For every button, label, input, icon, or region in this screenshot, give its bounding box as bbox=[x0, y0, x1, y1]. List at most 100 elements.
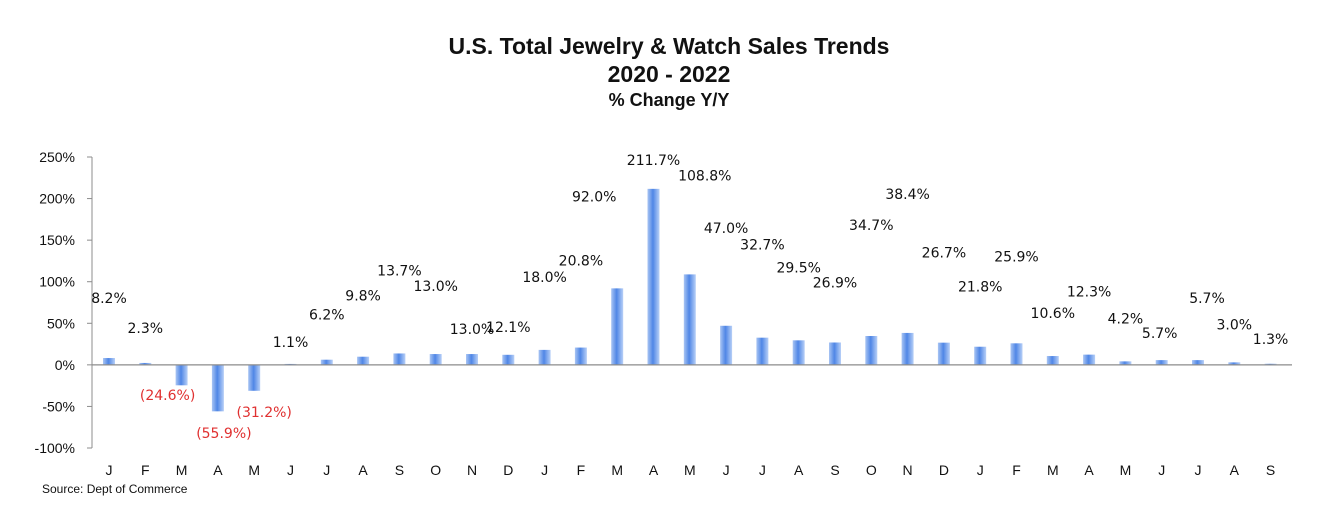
x-tick-label: J bbox=[1158, 462, 1165, 478]
x-tick-label: M bbox=[684, 462, 696, 478]
data-label: 1.1% bbox=[273, 335, 309, 351]
bar bbox=[937, 342, 950, 365]
x-tick-label: D bbox=[503, 462, 513, 478]
x-tick-label: J bbox=[759, 462, 766, 478]
x-tick-label: N bbox=[467, 462, 477, 478]
data-label: 34.7% bbox=[849, 218, 893, 234]
y-tick-label: -100% bbox=[35, 440, 75, 456]
data-label: 13.0% bbox=[450, 322, 494, 338]
x-tick-label: M bbox=[176, 462, 188, 478]
data-label: 5.7% bbox=[1142, 326, 1178, 342]
y-tick-label: 50% bbox=[47, 315, 75, 331]
x-tick-label: J bbox=[541, 462, 548, 478]
x-tick-label: M bbox=[248, 462, 260, 478]
x-tick-label: S bbox=[1266, 462, 1275, 478]
x-tick-label: A bbox=[358, 462, 368, 478]
x-tick-label: F bbox=[577, 462, 586, 478]
data-label: 1.3% bbox=[1253, 332, 1289, 348]
data-label: (55.9%) bbox=[196, 426, 251, 442]
x-tick-label: O bbox=[430, 462, 441, 478]
bar bbox=[211, 364, 224, 412]
data-label: 4.2% bbox=[1108, 311, 1144, 327]
x-tick-label: J bbox=[323, 462, 330, 478]
bar bbox=[1083, 354, 1096, 365]
x-tick-label: J bbox=[723, 462, 730, 478]
y-tick-label: 250% bbox=[39, 149, 75, 165]
data-label: 8.2% bbox=[91, 291, 127, 307]
data-label: 21.8% bbox=[958, 280, 1002, 296]
x-tick-label: J bbox=[106, 462, 113, 478]
bar bbox=[720, 325, 733, 365]
bar bbox=[175, 364, 188, 386]
bar bbox=[1046, 356, 1059, 365]
data-label: 12.3% bbox=[1067, 285, 1111, 301]
data-labels: 8.2%2.3% (24.6%) (55.9%) (31.2%) 1.1%6.2%9.8… bbox=[91, 153, 1288, 442]
bar bbox=[466, 354, 478, 365]
chart-title: U.S. Total Jewelry & Watch Sales Trends bbox=[448, 33, 890, 59]
bar bbox=[574, 347, 587, 365]
bar bbox=[139, 362, 152, 365]
y-axis: 250% 200% 150% 100% 50% 0% -50% -100% bbox=[35, 149, 93, 456]
bar bbox=[611, 288, 624, 365]
bar bbox=[1228, 362, 1241, 365]
x-tick-label: M bbox=[1047, 462, 1059, 478]
data-label: (31.2%) bbox=[236, 405, 291, 421]
bar bbox=[538, 349, 551, 365]
bar bbox=[502, 354, 515, 365]
x-tick-label: J bbox=[1195, 462, 1202, 478]
bar bbox=[1192, 360, 1204, 365]
bar bbox=[320, 359, 333, 365]
bar bbox=[1155, 360, 1168, 365]
data-label: 47.0% bbox=[704, 221, 748, 237]
chart-title-block: U.S. Total Jewelry & Watch Sales Trends … bbox=[0, 32, 1338, 112]
y-tick-label: 150% bbox=[39, 232, 75, 248]
data-label: 13.7% bbox=[377, 263, 421, 279]
source-note: Source: Dept of Commerce bbox=[42, 482, 188, 496]
data-label: 12.1% bbox=[486, 320, 530, 336]
data-label: 25.9% bbox=[994, 249, 1038, 265]
data-label: 26.9% bbox=[813, 275, 857, 291]
data-label: 20.8% bbox=[559, 254, 603, 270]
x-tick-label: F bbox=[1012, 462, 1021, 478]
bar bbox=[792, 340, 805, 365]
data-label: 9.8% bbox=[345, 289, 381, 305]
data-label: 5.7% bbox=[1189, 291, 1225, 307]
x-tick-label: D bbox=[939, 462, 949, 478]
data-label: 92.0% bbox=[572, 189, 616, 205]
chart-subtitle-measure: % Change Y/Y bbox=[608, 90, 730, 110]
x-tick-label: S bbox=[395, 462, 404, 478]
bar bbox=[1010, 343, 1023, 365]
x-tick-label: A bbox=[213, 462, 223, 478]
x-tick-label: S bbox=[830, 462, 839, 478]
bar bbox=[865, 336, 878, 365]
data-label: 211.7% bbox=[627, 153, 680, 169]
data-label: 2.3% bbox=[128, 321, 164, 337]
y-tick-label: 200% bbox=[39, 191, 75, 207]
x-tick-label: A bbox=[649, 462, 659, 478]
bar bbox=[756, 337, 769, 365]
bar bbox=[974, 346, 987, 365]
x-tick-label: F bbox=[141, 462, 150, 478]
bars bbox=[103, 188, 1277, 412]
x-tick-label: A bbox=[1230, 462, 1240, 478]
x-tick-label: J bbox=[287, 462, 294, 478]
data-label: 6.2% bbox=[309, 308, 345, 324]
x-tick-label: M bbox=[611, 462, 623, 478]
bar bbox=[429, 354, 442, 365]
x-tick-label: A bbox=[1084, 462, 1094, 478]
chart-subtitle: 2020 - 2022 bbox=[607, 61, 731, 87]
x-tick-label: O bbox=[866, 462, 877, 478]
data-label: 3.0% bbox=[1217, 317, 1253, 333]
data-label: 10.6% bbox=[1031, 306, 1075, 322]
y-tick-label: 0% bbox=[55, 357, 75, 373]
data-label: 29.5% bbox=[776, 260, 820, 276]
data-label: 108.8% bbox=[678, 168, 731, 184]
bar bbox=[103, 358, 115, 365]
bar bbox=[393, 353, 406, 365]
y-tick-label: -50% bbox=[42, 398, 75, 414]
data-label: 26.7% bbox=[922, 246, 966, 262]
data-label: 13.0% bbox=[413, 279, 457, 295]
bar bbox=[901, 332, 914, 365]
bar bbox=[683, 274, 696, 365]
